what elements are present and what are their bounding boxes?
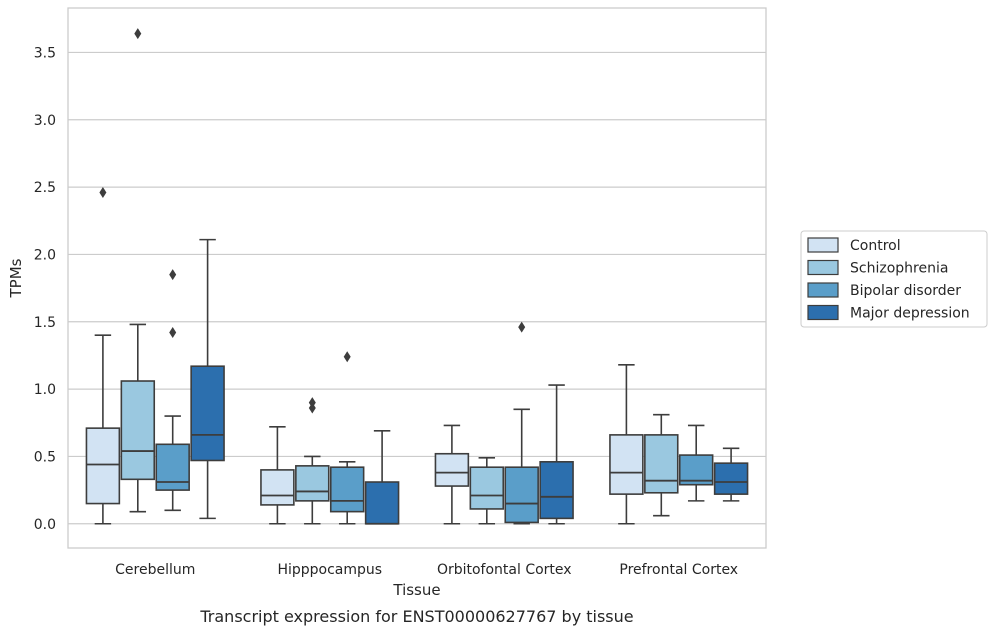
box-bipolar-disorder	[504, 321, 539, 525]
box-control	[85, 186, 121, 525]
legend-swatch	[807, 304, 839, 321]
y-tick-label: 0.5	[34, 449, 56, 465]
y-axis: 0.0 0.5 1.0 1.5 2.0 2.5 3.0 3.5	[34, 45, 56, 532]
y-tick-label: 3.5	[34, 45, 56, 61]
y-tick-label: 1.5	[34, 315, 56, 331]
box-iqr	[609, 434, 644, 495]
box-schizophrenia	[644, 413, 679, 517]
box-iqr	[190, 365, 225, 462]
box-iqr	[504, 466, 539, 524]
box-bipolar-disorder	[155, 269, 190, 512]
box-major-depression	[539, 384, 574, 525]
box-bipolar-disorder	[329, 351, 365, 525]
box-major-depression	[713, 447, 749, 502]
x-tick-label: Hipppocampus	[277, 562, 382, 578]
legend-label: Control	[850, 238, 901, 254]
box-iqr	[329, 466, 365, 513]
outlier-point	[518, 321, 526, 333]
box-iqr	[364, 481, 400, 525]
legend-label: Schizophrenia	[850, 261, 948, 277]
legend-items: Control Schizophrenia Bipolar disorder Majo…	[807, 237, 970, 322]
box-iqr	[469, 466, 505, 510]
x-axis: Cerebellum Hipppocampus Orbitofontal Corte…	[115, 562, 738, 578]
box-control	[260, 426, 295, 525]
box-schizophrenia	[295, 397, 330, 525]
legend-swatch	[807, 282, 839, 298]
box-iqr	[295, 465, 330, 502]
outlier-point	[99, 186, 107, 198]
box-schizophrenia	[120, 28, 156, 513]
x-axis-title: Tissue	[392, 581, 440, 599]
x-tick-label: Orbitofontal Cortex	[437, 562, 572, 578]
y-tick-label: 3.0	[34, 113, 56, 129]
legend-label: Major depression	[850, 306, 970, 322]
chart-caption: Transcript expression for ENST0000062776…	[199, 607, 633, 626]
plot-frame	[67, 7, 767, 549]
box-schizophrenia	[469, 456, 505, 525]
box-iqr	[434, 452, 470, 487]
x-tick-label: Prefrontal Cortex	[619, 562, 738, 578]
box-major-depression	[190, 238, 225, 520]
outlier-point	[169, 327, 177, 339]
box-iqr	[85, 427, 121, 505]
y-tick-label: 1.0	[34, 382, 56, 398]
box-control	[609, 364, 644, 525]
box-iqr	[644, 434, 679, 494]
box-iqr	[539, 461, 574, 520]
x-tick-label: Cerebellum	[115, 562, 195, 578]
legend-label: Bipolar disorder	[850, 283, 961, 299]
legend: Control Schizophrenia Bipolar disorder Majo…	[800, 230, 988, 328]
y-axis-title: TPMs	[7, 258, 25, 298]
y-tick-label: 2.0	[34, 247, 56, 263]
box-groups	[85, 28, 749, 525]
legend-frame	[800, 230, 988, 328]
outlier-point	[169, 269, 177, 281]
box-iqr	[120, 380, 156, 481]
outlier-point	[343, 351, 351, 363]
outlier-point	[308, 397, 316, 409]
legend-swatch	[807, 259, 839, 276]
box-iqr	[713, 462, 749, 495]
box-major-depression	[364, 430, 400, 525]
box-bipolar-disorder	[678, 424, 714, 502]
box-iqr	[155, 443, 190, 491]
y-tick-label: 0.0	[34, 517, 56, 533]
y-tick-label: 2.5	[34, 180, 56, 196]
outlier-point	[134, 28, 142, 40]
box-iqr	[260, 469, 295, 506]
legend-swatch	[807, 237, 839, 253]
box-control	[434, 424, 470, 525]
